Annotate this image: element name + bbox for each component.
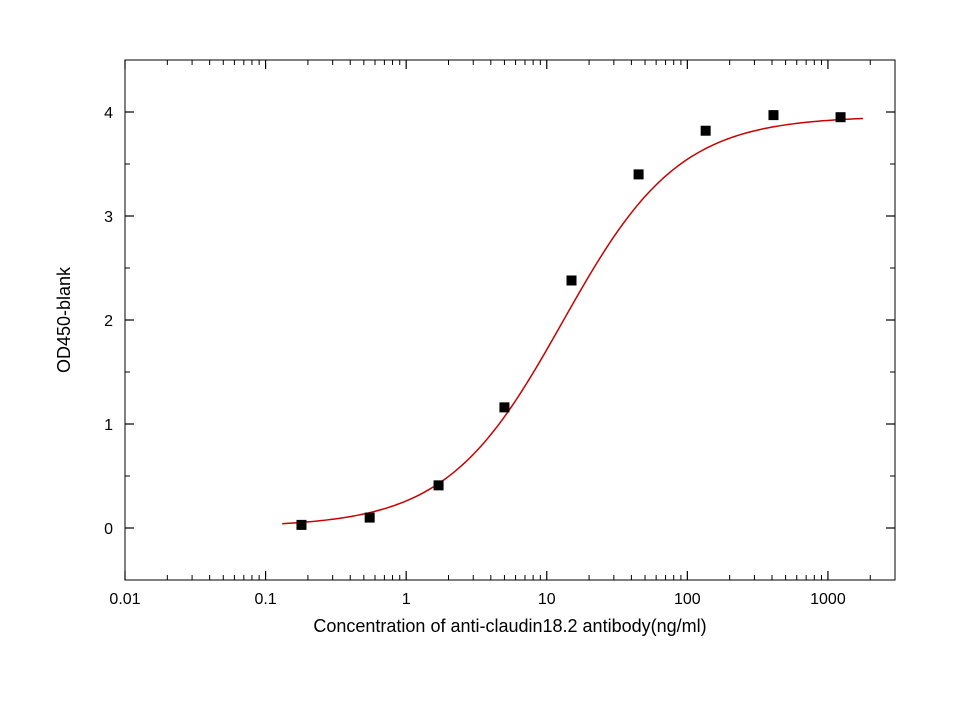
data-point bbox=[365, 513, 374, 522]
data-point bbox=[836, 113, 845, 122]
dose-response-chart: 0.01 0.1 1 10 100 1000 0 1 2 3 4 Concentration of a… bbox=[0, 0, 960, 720]
data-point bbox=[634, 170, 643, 179]
data-point bbox=[297, 520, 306, 529]
x-tick-label: 1 bbox=[402, 591, 411, 608]
data-point bbox=[701, 126, 710, 135]
x-axis-label: Concentration of anti-claudin18.2 antibo… bbox=[313, 616, 706, 636]
data-point bbox=[769, 111, 778, 120]
y-tick-label: 3 bbox=[104, 209, 113, 226]
y-axis-label: OD450-blank bbox=[54, 266, 74, 373]
data-point bbox=[567, 276, 576, 285]
y-tick-label: 1 bbox=[104, 417, 113, 434]
y-tick-label: 2 bbox=[104, 313, 113, 330]
x-tick-label: 10 bbox=[538, 591, 556, 608]
data-point bbox=[434, 481, 443, 490]
x-tick-label: 0.1 bbox=[254, 591, 276, 608]
chart-background bbox=[0, 0, 960, 720]
x-tick-label: 0.01 bbox=[109, 591, 140, 608]
y-tick-label: 0 bbox=[104, 521, 113, 538]
x-tick-label: 100 bbox=[674, 591, 701, 608]
data-point bbox=[500, 403, 509, 412]
x-tick-label: 1000 bbox=[810, 591, 846, 608]
y-tick-label: 4 bbox=[104, 105, 113, 122]
